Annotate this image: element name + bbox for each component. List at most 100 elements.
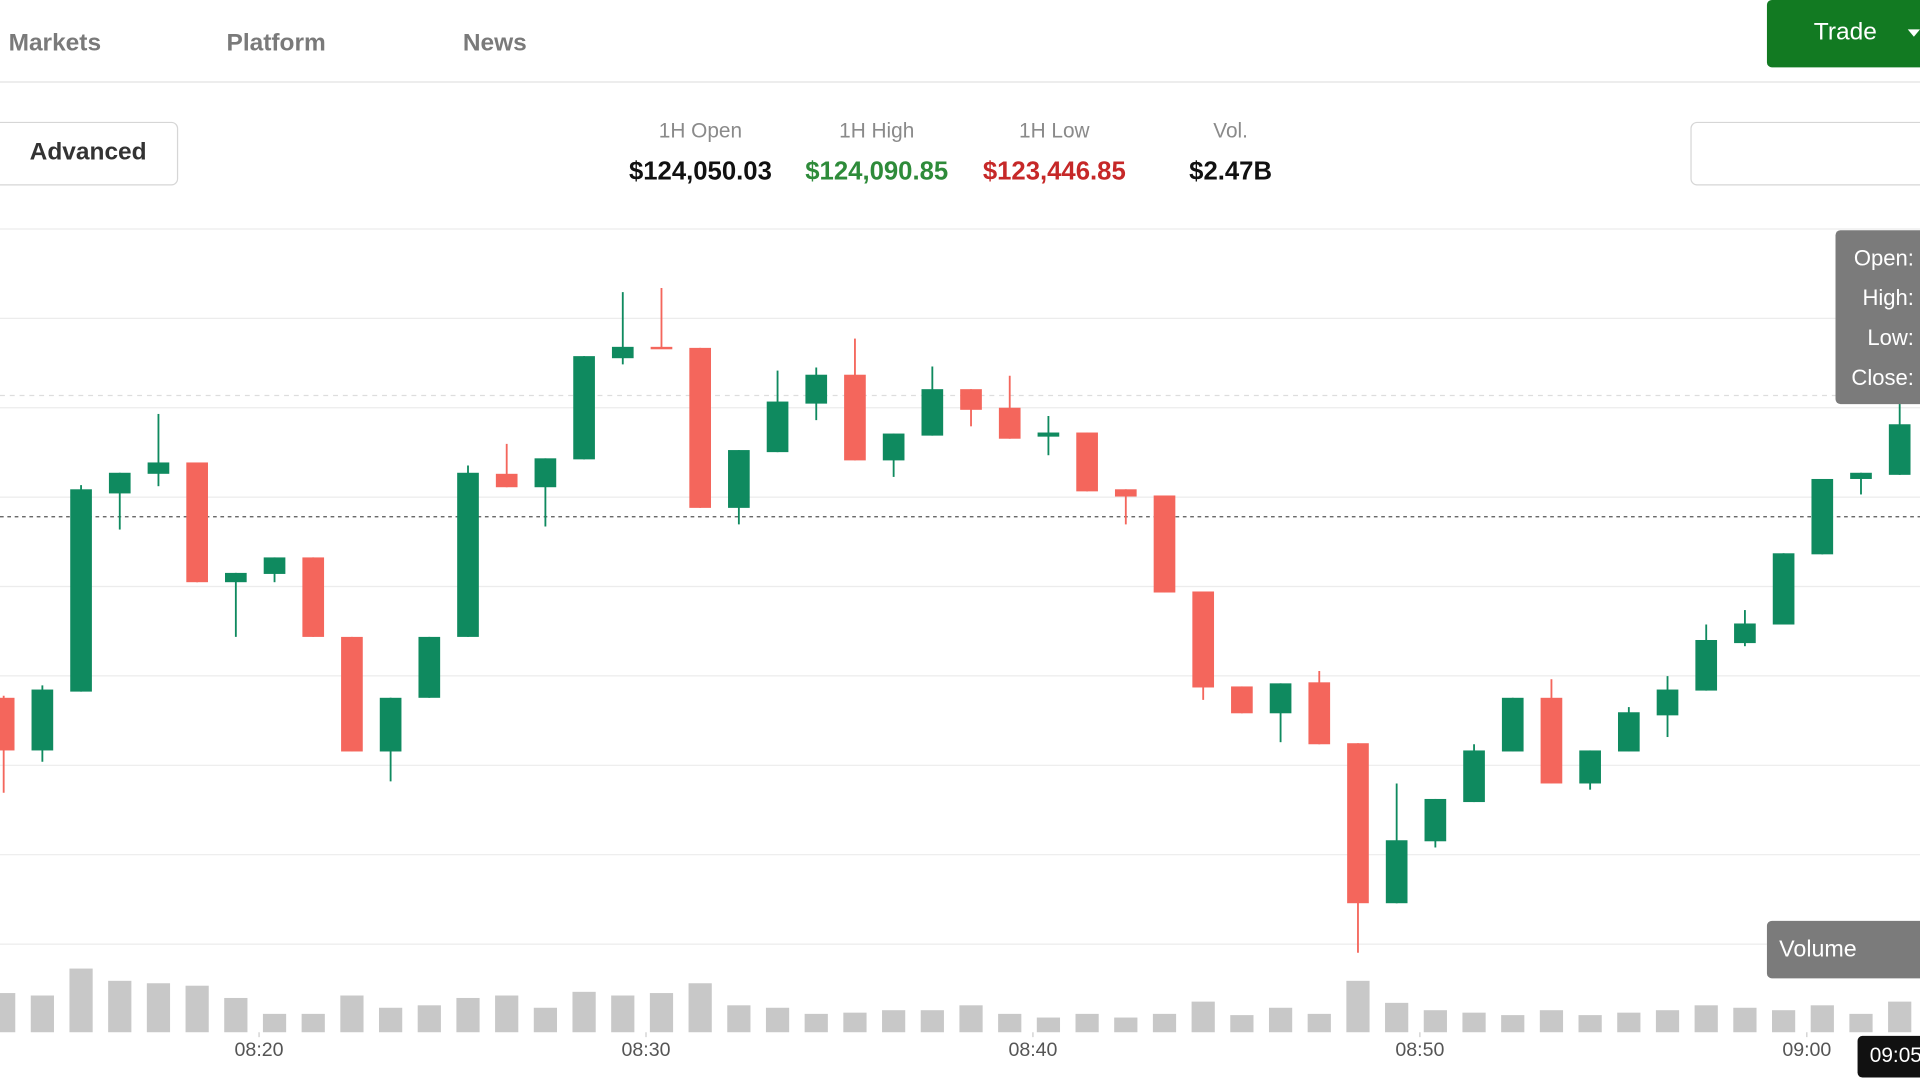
stat-value: $123,446.85 [983,157,1126,185]
nav-item[interactable]: News [463,30,527,57]
volume-bar [340,995,364,1033]
volume-bar [1346,980,1370,1033]
candle-body [108,472,131,494]
candle-body [1037,432,1060,437]
candle-body [186,462,208,583]
volume-bar [959,1005,983,1033]
candle-body [1540,697,1563,784]
candle-body [998,407,1021,439]
volume-bar [572,991,596,1033]
candle-body [534,458,557,488]
trade-caret [1907,29,1920,37]
volume-bar [456,997,480,1033]
candle-body [1850,472,1872,479]
x-tick-label: 08:40 [1008,1039,1057,1061]
stat-label: 1H Open [659,120,742,143]
volume-bar [1501,1015,1525,1033]
volume-label-box [1766,920,1920,979]
volume-bar [1733,1007,1757,1033]
candle-body [1501,697,1524,752]
stat-value: $124,090.85 [805,157,948,185]
candle-body [1308,682,1331,745]
candle-layer [0,288,1911,953]
candle-body [960,389,982,410]
mode-button-bg[interactable] [0,121,179,186]
candle-body [728,450,750,508]
candle-body [1076,432,1098,492]
candle-body [1114,489,1137,497]
crosshair-time-box [1857,1035,1920,1078]
volume-bar [1385,1002,1409,1033]
candle-body [302,557,325,637]
candle-body [573,356,595,460]
tooltip-label: Open: [1854,245,1914,270]
volume-bar [611,995,635,1033]
volume-bar [1617,1012,1641,1033]
volume-bar [224,997,248,1033]
volume-bar [146,983,171,1033]
volume-bar [69,968,93,1033]
timeframe-group [1690,121,1920,186]
candle-body [1192,591,1215,688]
volume-bar [843,1012,867,1033]
candle-body [147,462,170,474]
candle-body [1734,623,1756,644]
trade-button[interactable]: Trade [1814,19,1877,46]
volume-bar [1849,1013,1873,1033]
candle-body [0,697,15,751]
candle-body [844,374,866,461]
x-tick-label: 08:30 [621,1039,670,1061]
nav-item[interactable]: Platform [227,30,326,57]
tooltip-box [1835,230,1920,405]
candle-body [1463,750,1485,803]
volume-bar [1462,1012,1486,1033]
candle-body [1269,683,1292,714]
volume-bar [1152,1013,1177,1033]
volume-bar [765,1007,790,1033]
stat-label: Vol. [1213,120,1248,143]
candle-body [805,374,828,404]
candle-body [31,689,54,751]
volume-bar [1539,1010,1564,1033]
candle-body [263,557,286,574]
candle-body [1617,712,1640,752]
candle-body [921,389,944,436]
x-tick-label: 08:20 [235,1039,284,1061]
volume-bar [1268,1007,1293,1033]
candle-body [1695,639,1718,691]
candle-body [611,346,634,359]
volume-bar [649,993,674,1033]
volume-bar [379,1007,403,1033]
volume-bar [1694,1005,1718,1033]
candle-body [495,473,518,488]
stat-label: 1H Low [1019,120,1090,143]
volume-bar [0,993,16,1033]
candle-body [689,347,712,508]
mode-button[interactable]: Advanced [30,139,147,166]
volume-bar [1578,1015,1602,1033]
stat-value: $124,050.03 [629,157,772,185]
volume-bar [301,1013,325,1033]
candle-body [225,572,247,583]
candle-body [1579,750,1601,784]
candle-body [766,401,789,453]
volume-bar [1423,1010,1447,1033]
candle-body [1385,840,1408,904]
volume-bar [185,985,209,1033]
volume-bar [688,983,712,1033]
candle-body [1811,478,1834,555]
trade-button-bg[interactable] [1766,0,1920,68]
volume-bar [882,1010,906,1033]
candle-body [882,433,905,461]
tooltip-label: Low: [1867,325,1914,350]
volume-bar [108,980,132,1033]
volume-label: Volume [1779,935,1857,961]
volume-bar [262,1013,287,1033]
candle-body [1656,689,1679,716]
volume-bar [1036,1017,1061,1033]
candle-body [1153,495,1176,593]
nav-item[interactable]: Markets [9,30,102,57]
